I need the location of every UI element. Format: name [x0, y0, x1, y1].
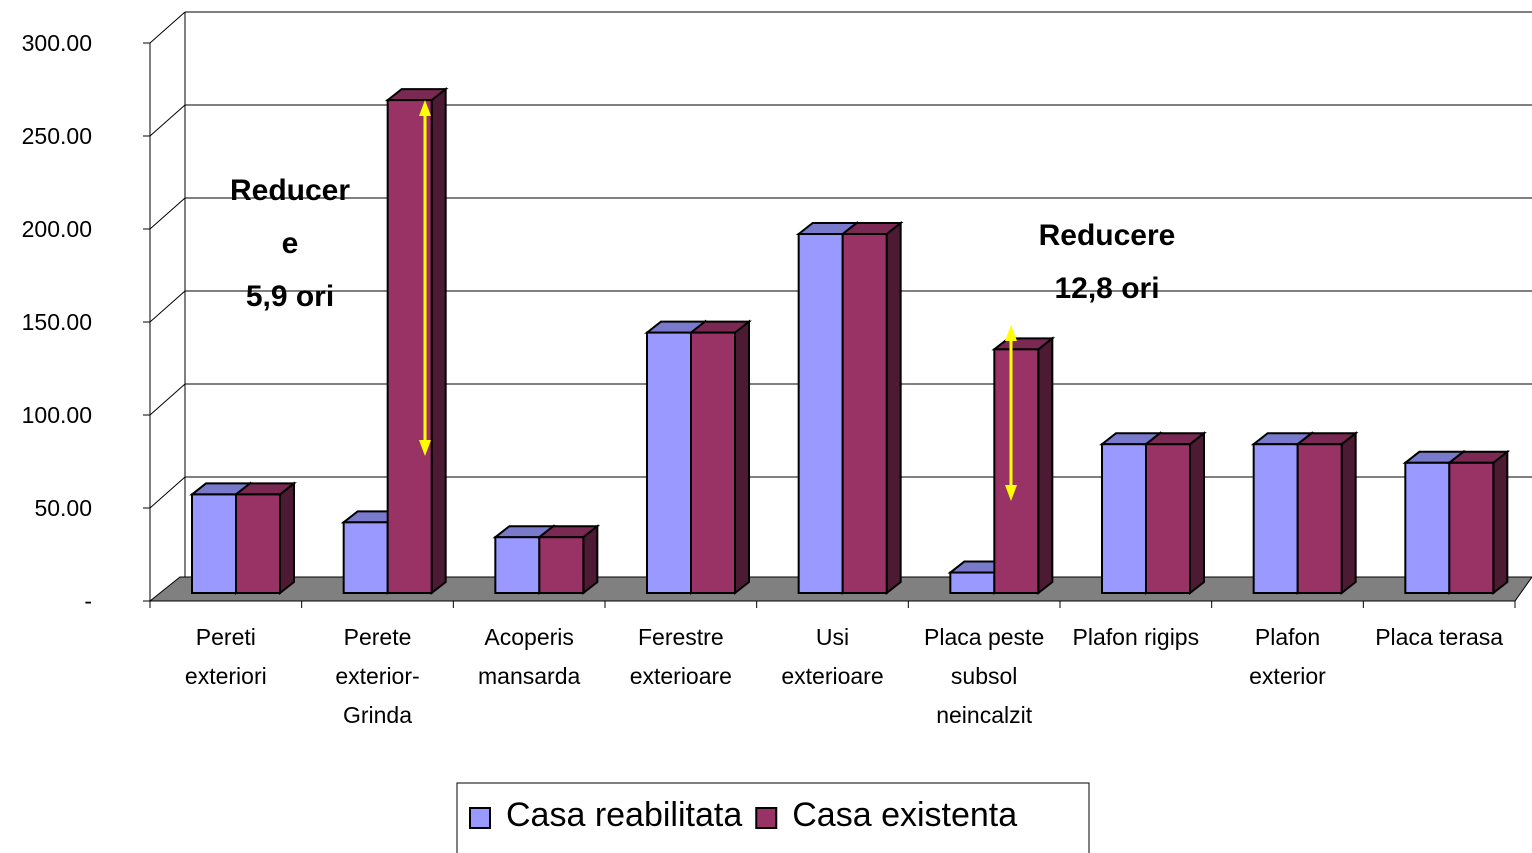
bar-front	[191, 493, 237, 595]
bar	[1446, 449, 1511, 596]
bar	[688, 319, 752, 596]
bar	[991, 336, 1056, 596]
bar-front	[1252, 443, 1299, 595]
x-tick-label: Plafon exterior	[1249, 624, 1326, 689]
y-tick-label: 200.00	[22, 216, 92, 242]
x-tick-label: Acoperis mansarda	[478, 624, 581, 689]
annotation: 12,8 ori	[1054, 272, 1159, 305]
grid-line	[149, 197, 186, 230]
x-tick-label: Usi exterioare	[781, 624, 884, 689]
legend-label: Casa existenta	[792, 796, 1017, 834]
legend-swatch	[469, 807, 491, 829]
bar	[1294, 431, 1359, 596]
bar-front	[690, 331, 736, 594]
bar	[839, 220, 904, 596]
bar-side	[1492, 449, 1509, 596]
legend-swatch	[755, 807, 778, 829]
bar-front	[949, 571, 996, 594]
grid-line	[149, 104, 186, 137]
legend-label: Casa reabilitata	[506, 796, 742, 834]
bar-front	[993, 348, 1040, 594]
bar-side	[1037, 336, 1054, 596]
bar-side	[885, 220, 902, 596]
annotation: Reducer	[230, 174, 350, 207]
bar-side	[734, 319, 750, 596]
y-tick-label: 250.00	[22, 123, 92, 149]
bar-front	[1448, 461, 1495, 594]
grid-line	[149, 290, 186, 323]
bar-front	[1296, 443, 1343, 595]
annotation: Reducere	[1039, 219, 1176, 252]
bar-side	[279, 481, 295, 596]
y-tick-label: 100.00	[22, 402, 92, 428]
bar-front	[1404, 461, 1451, 594]
arrow-head	[419, 100, 431, 116]
bar-side	[430, 87, 447, 596]
bar-front	[235, 493, 281, 595]
bar-front	[646, 331, 692, 594]
bar-side	[1189, 431, 1205, 596]
x-tick-label: Pereti exteriori	[184, 624, 267, 689]
bar-front	[494, 536, 541, 595]
y-tick-label: -	[84, 588, 92, 614]
annotation: e	[282, 227, 299, 260]
arrow-head	[1005, 325, 1017, 341]
bar-front	[1101, 443, 1147, 595]
bar	[536, 524, 601, 596]
annotation: 5,9 ori	[246, 280, 334, 313]
y-tick-label: 150.00	[22, 309, 92, 335]
x-tick-label: Placa terasa	[1375, 624, 1504, 650]
bar-front	[538, 536, 585, 595]
bar	[1143, 431, 1207, 596]
y-tick-label: 300.00	[22, 30, 92, 56]
bar	[233, 481, 297, 596]
bar-front	[1145, 443, 1191, 595]
grid-line	[149, 11, 186, 44]
x-tick-label: Perete exterior-Grinda	[335, 624, 420, 728]
x-tick-label: Ferestre exterioare	[629, 624, 732, 689]
bar-side	[1340, 431, 1357, 596]
arrow-head	[1005, 485, 1017, 501]
bar-front	[797, 233, 844, 595]
grid-line	[149, 476, 186, 509]
grid-line	[149, 383, 186, 416]
bar-front	[342, 521, 389, 595]
x-tick-label: Plafon rigips	[1072, 624, 1200, 650]
x-tick-label: Placa peste subsol neincalzit	[924, 624, 1045, 728]
arrow-head	[419, 440, 431, 456]
y-tick-label: 50.00	[34, 495, 92, 521]
bar	[384, 87, 449, 596]
bar-front	[841, 233, 888, 595]
